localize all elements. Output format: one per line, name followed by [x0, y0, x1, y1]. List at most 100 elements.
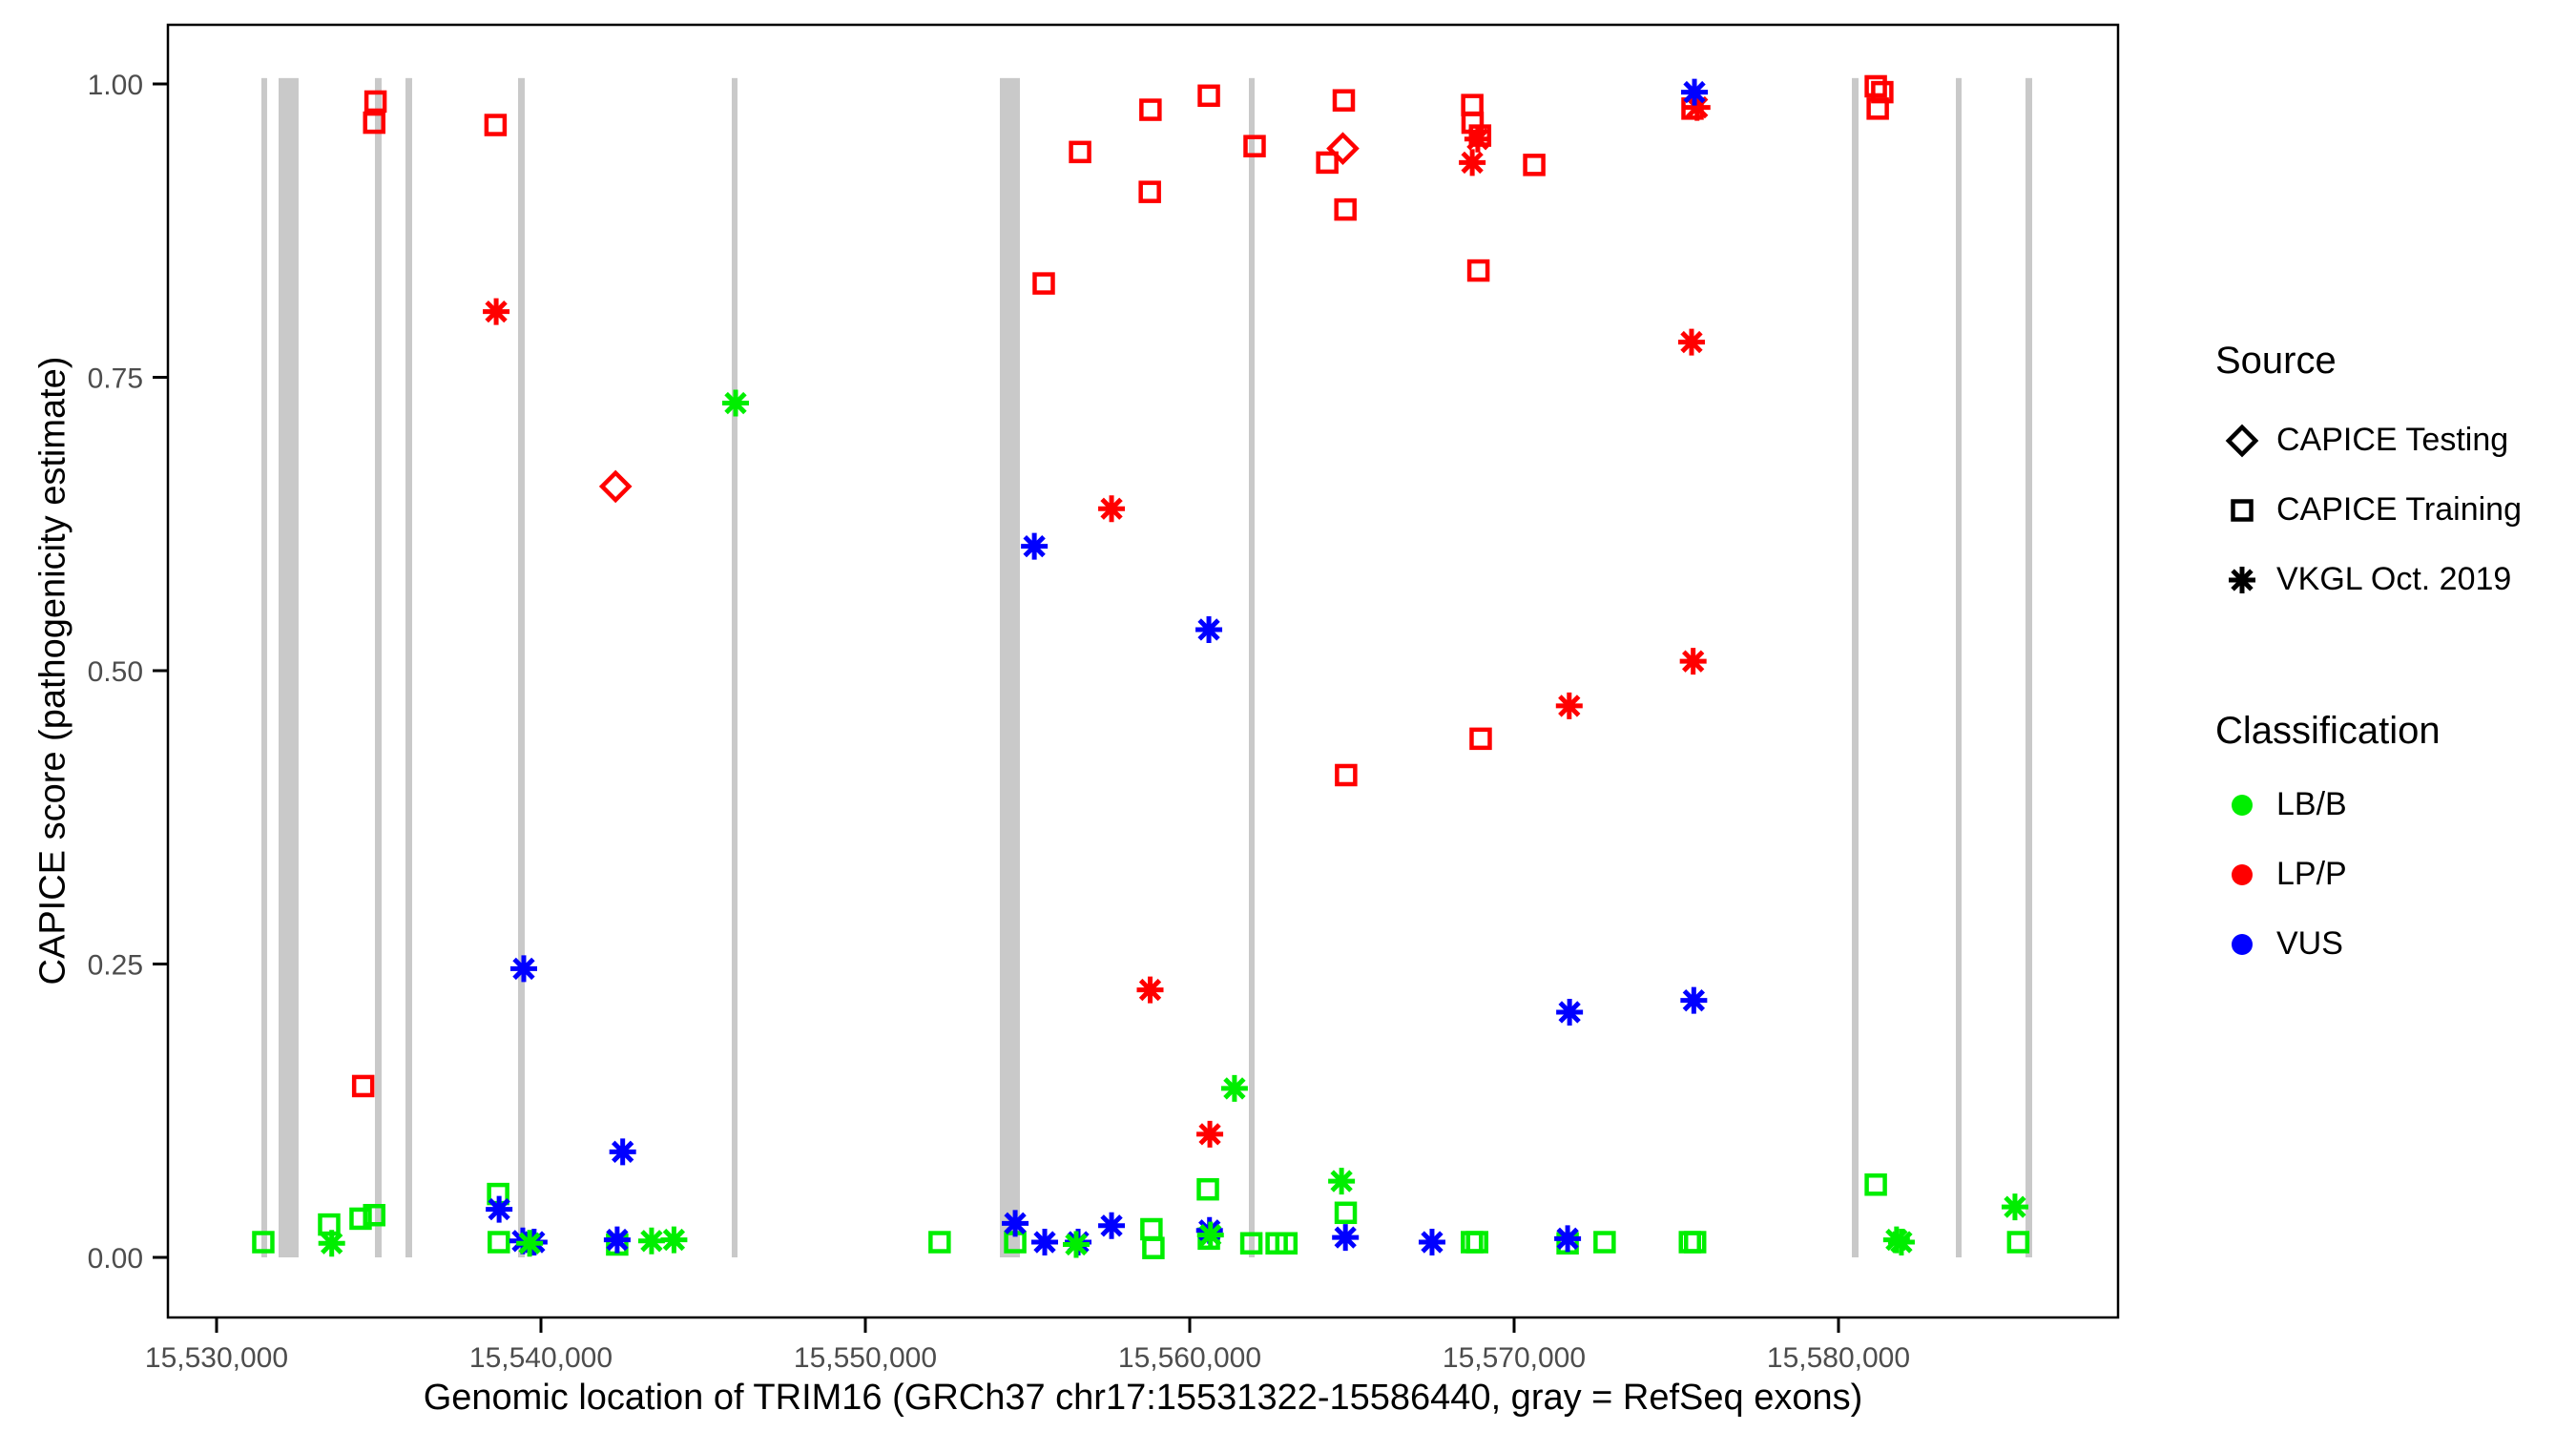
data-point-square: [1466, 259, 1490, 282]
y-tick-label: 0.50: [88, 656, 143, 688]
data-point-asterisk: [2229, 566, 2255, 593]
x-tick-label: 15,540,000: [469, 1342, 613, 1374]
legend-item-vkgl: VKGL Oct. 2019: [2215, 545, 2568, 614]
y-axis-title: CAPICE score (pathogenicity estimate): [32, 356, 73, 985]
exon-bar: [405, 77, 412, 1258]
data-point-asterisk: [1418, 1229, 1445, 1256]
data-point-square: [1316, 151, 1339, 175]
panel-border: [166, 23, 2120, 1319]
data-point-asterisk: [1021, 532, 1049, 560]
data-point-square: [1332, 89, 1356, 112]
data-point-square: [1139, 98, 1162, 121]
data-point-square: [252, 1231, 275, 1254]
data-point-asterisk: [1680, 986, 1708, 1014]
data-point-square: [2006, 1231, 2030, 1254]
data-point-asterisk: [1332, 1224, 1360, 1252]
data-point-square: [1593, 1231, 1616, 1254]
data-point-square: [488, 1231, 510, 1254]
data-point-asterisk: [1196, 1221, 1224, 1249]
axis-ticks: 15,530,000 15,540,000 15,550,000 15,560,000…: [88, 70, 1910, 1374]
data-point-diamond: [1326, 132, 1360, 165]
x-tick-label: 15,580,000: [1767, 1342, 1910, 1374]
data-point-square: [1335, 763, 1358, 787]
y-tick-label: 0.00: [88, 1243, 143, 1275]
data-point-square: [364, 90, 387, 114]
exon-bar: [1249, 77, 1256, 1258]
x-axis-title: Genomic location of TRIM16 (GRCh37 chr17…: [423, 1378, 1863, 1418]
refseq-exon-bars: [260, 77, 2033, 1258]
data-point-asterisk: [509, 955, 537, 983]
data-point-square: [1334, 197, 1357, 221]
data-point-asterisk: [1464, 125, 1491, 153]
exon-bar: [731, 77, 738, 1258]
legend-item-lbb: LB/B: [2215, 770, 2568, 840]
data-point-square: [1142, 1236, 1165, 1259]
data-point-square: [1461, 93, 1484, 116]
data-point-asterisk: [486, 1195, 513, 1223]
data-point-square: [1864, 74, 1887, 98]
exon-bar: [279, 77, 299, 1258]
data-point-square: [351, 1074, 375, 1098]
x-tick-label: 15,530,000: [145, 1342, 288, 1374]
legend-dot: [2232, 794, 2253, 816]
x-tick-label: 15,570,000: [1443, 1342, 1586, 1374]
data-point-asterisk: [1062, 1231, 1090, 1258]
data-point-square: [1243, 135, 1266, 157]
legend: Source CAPICE Testing CAPICE Training VK…: [2215, 340, 2568, 979]
data-point-square: [1140, 1217, 1163, 1241]
data-point-square: [1069, 140, 1091, 164]
data-point-square: [928, 1231, 951, 1254]
data-point-asterisk: [318, 1230, 345, 1257]
data-point-asterisk: [1098, 495, 1126, 523]
legend-item-label: VKGL Oct. 2019: [2276, 561, 2512, 597]
data-point-asterisk: [1556, 998, 1584, 1026]
legend-item-capice-testing: CAPICE Testing: [2215, 405, 2568, 475]
data-point-square: [1866, 97, 1889, 120]
blue-dot-icon: [2232, 933, 2253, 955]
data-point-asterisk: [1459, 149, 1486, 176]
data-point-square: [1678, 1231, 1702, 1254]
data-point-asterisk: [2001, 1193, 2028, 1221]
y-tick-label: 0.25: [88, 950, 143, 982]
data-point-asterisk: [721, 389, 749, 417]
data-point-asterisk: [1136, 976, 1164, 1004]
green-dot-icon: [2232, 794, 2253, 816]
data-point-square: [1465, 1231, 1488, 1254]
data-point-asterisk: [1328, 1168, 1356, 1195]
data-point-square: [1138, 180, 1161, 203]
exon-bar: [999, 77, 1021, 1258]
red-dot-icon: [2232, 863, 2253, 885]
legend-item-lpp: LP/P: [2215, 840, 2568, 909]
data-point-square: [318, 1213, 341, 1236]
exon-bar: [260, 77, 267, 1258]
data-point-asterisk: [637, 1227, 665, 1255]
data-point-square: [484, 114, 508, 136]
data-point-asterisk: [660, 1226, 688, 1254]
data-point-asterisk: [1887, 1229, 1915, 1256]
data-point-asterisk: [1679, 648, 1707, 675]
data-point-asterisk: [1677, 328, 1705, 356]
asterisk-icon: [2229, 566, 2255, 593]
legend-source-title: Source: [2215, 340, 2337, 382]
data-point-square: [1523, 154, 1546, 176]
x-tick-label: 15,560,000: [1118, 1342, 1261, 1374]
exon-bar: [1851, 77, 1859, 1258]
data-point-diamond: [598, 469, 633, 504]
legend-item-label: LB/B: [2276, 786, 2347, 822]
exon-bar: [374, 77, 382, 1258]
legend-dot: [2232, 933, 2253, 955]
data-point-square: [2231, 498, 2254, 522]
x-tick-label: 15,550,000: [794, 1342, 937, 1374]
legend-item-label: CAPICE Testing: [2276, 422, 2509, 458]
diamond-icon: [2225, 424, 2259, 457]
y-tick-label: 0.75: [88, 363, 143, 395]
data-point-asterisk: [1681, 78, 1709, 106]
data-point-asterisk: [1098, 1212, 1126, 1239]
legend-item-capice-training: CAPICE Training: [2215, 475, 2568, 545]
data-point-asterisk: [1555, 692, 1583, 719]
data-point-asterisk: [603, 1226, 631, 1254]
legend-dot: [2232, 863, 2253, 885]
data-point-asterisk: [1002, 1210, 1029, 1237]
